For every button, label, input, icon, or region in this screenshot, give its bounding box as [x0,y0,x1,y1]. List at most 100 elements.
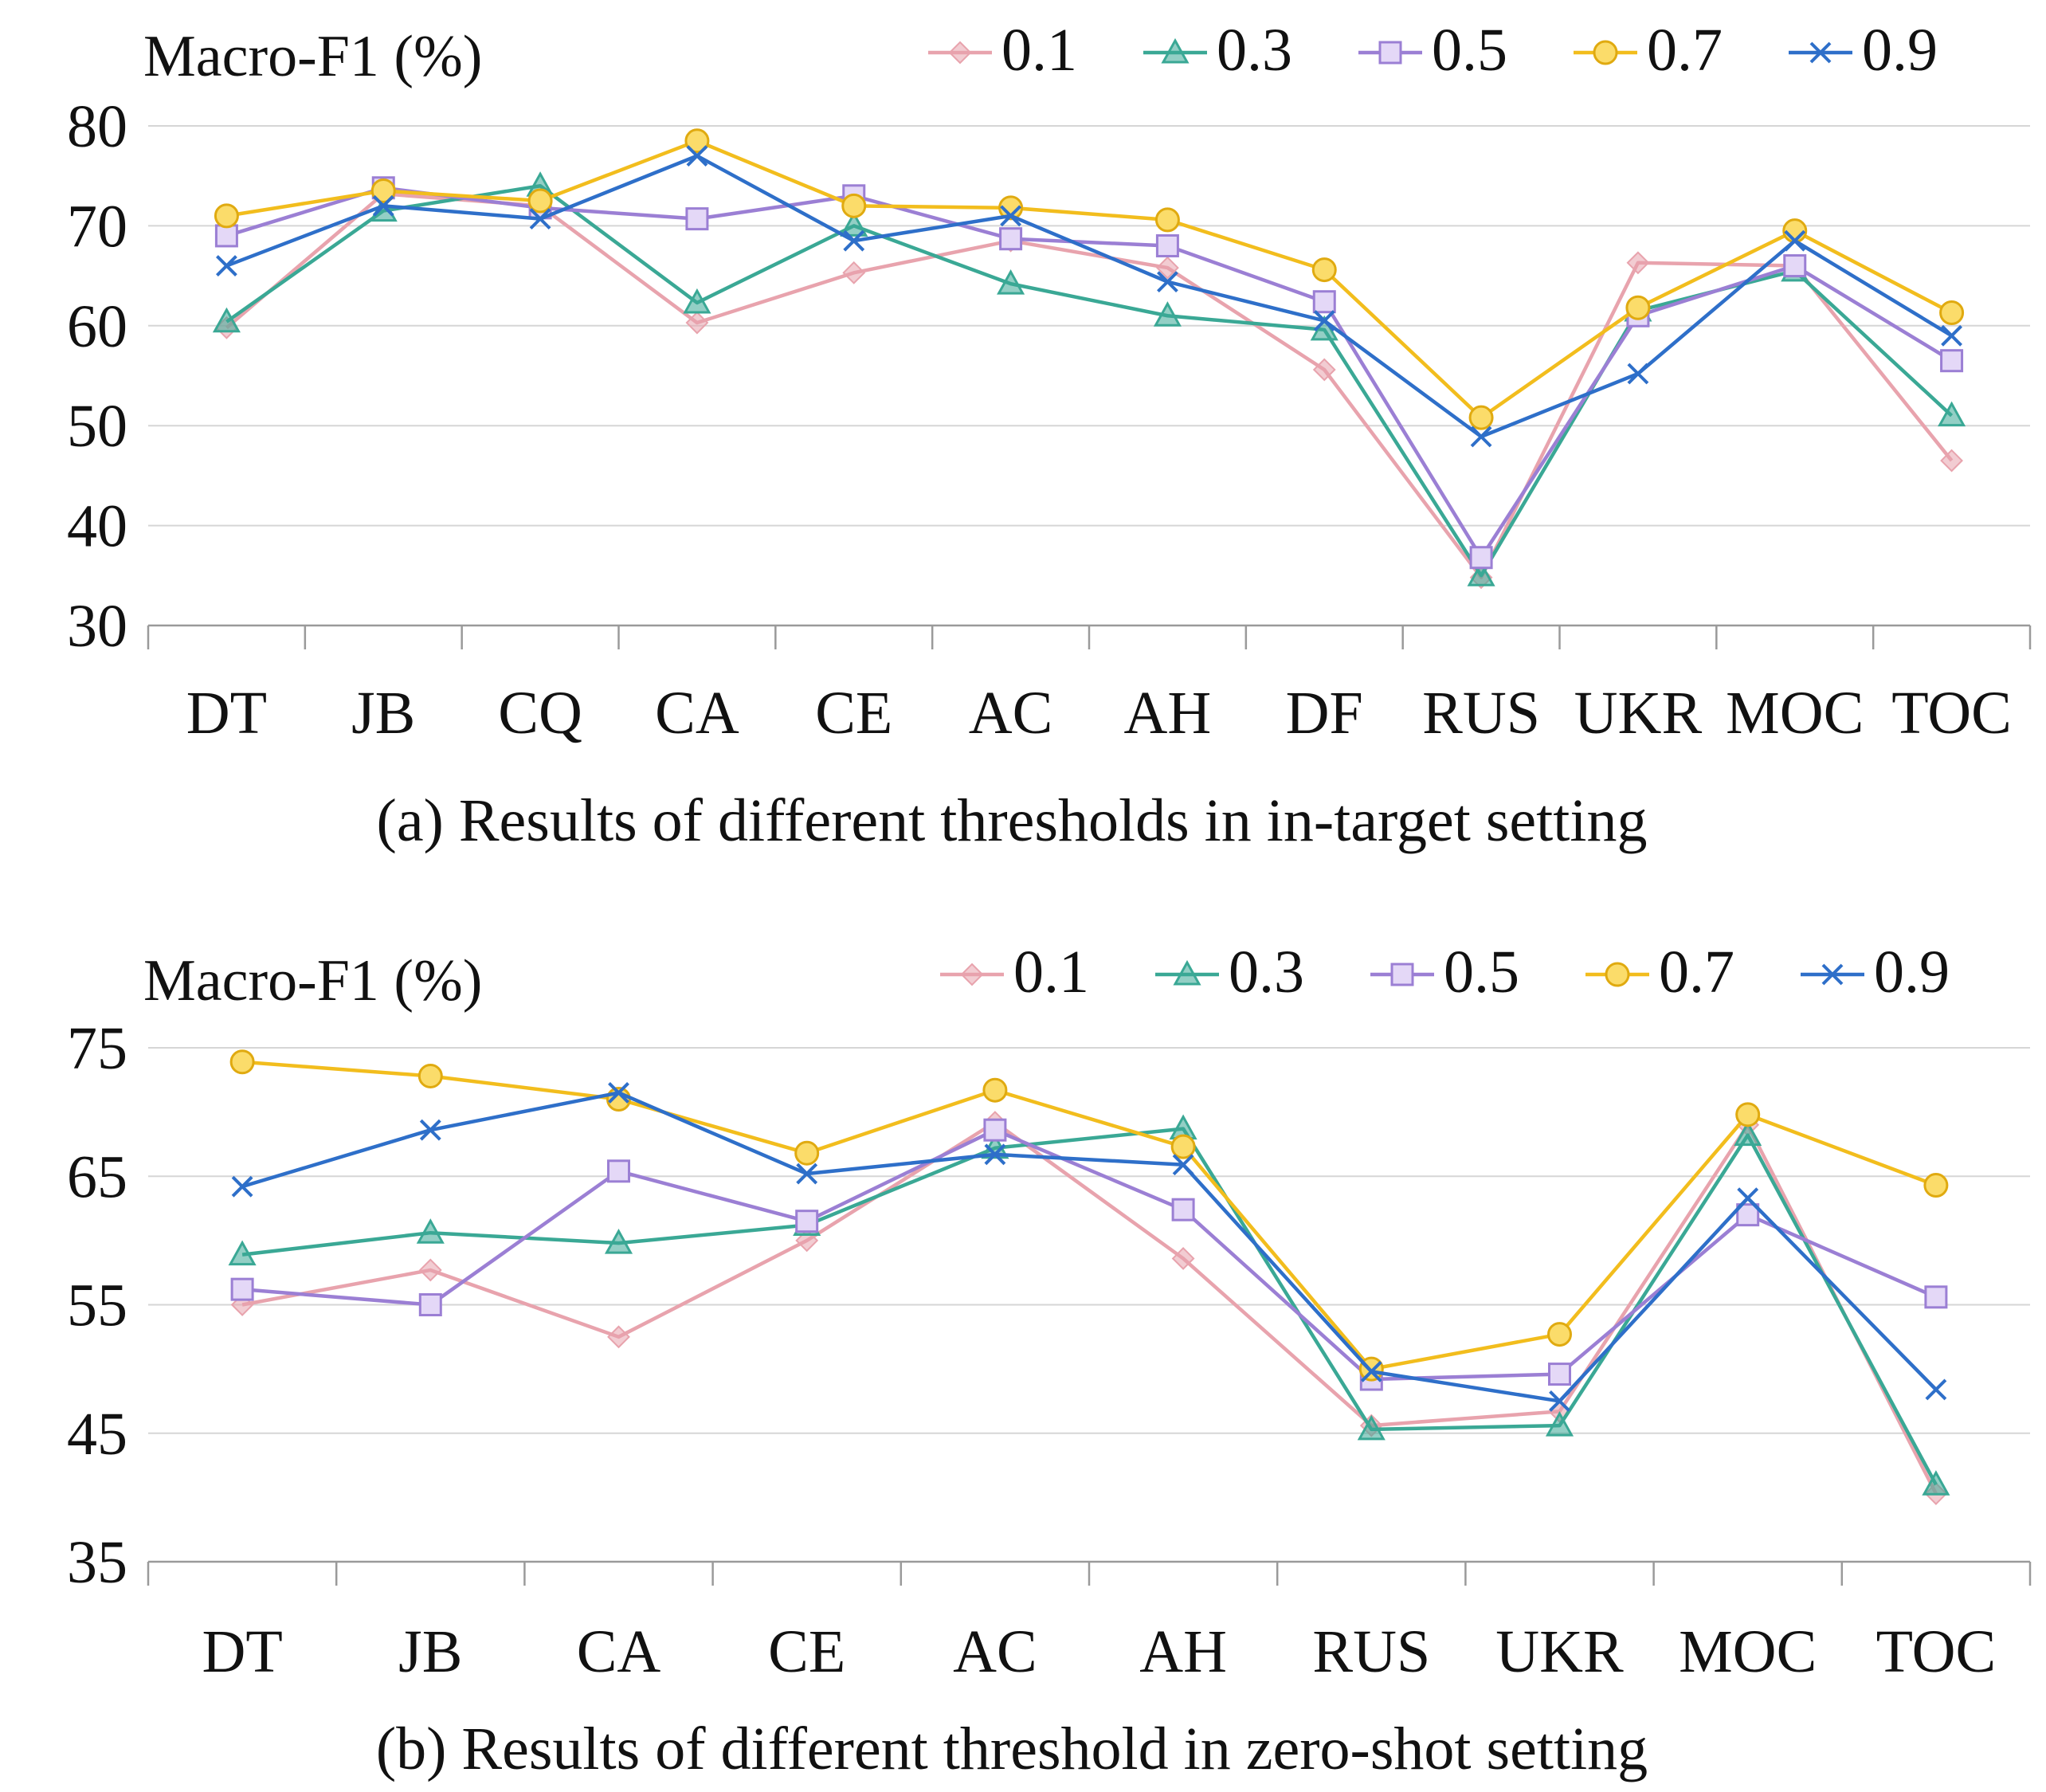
legend-marker [1173,959,1201,986]
y-tick-label: 80 [67,93,127,160]
data-point [608,1082,629,1104]
data-point [419,1119,441,1141]
legend: 0.1 0.3 0.5 0.7 0.9 [940,939,1950,1006]
y-axis-title: Macro-F1 (%) [143,948,482,1014]
data-point [683,288,711,314]
chart-title: (a) Results of different thresholds in i… [377,787,1648,854]
x-tick-label: CA [655,680,739,747]
data-point [1940,349,1964,373]
data-point [604,1229,633,1254]
data-point [1547,1322,1572,1347]
series-line [225,186,1953,559]
x-tick-label: AH [1139,1618,1227,1685]
data-point [1784,229,1806,252]
legend-entry: 0.5 [1358,17,1507,84]
gridlines [148,125,2030,527]
data-point [1000,205,1021,227]
legend-label: 0.1 [1013,939,1089,1006]
data-point [1170,1134,1196,1159]
data-point [418,1293,442,1316]
data-point [1360,1360,1382,1382]
legend-entry: 0.3 [1143,17,1292,84]
x-tick-label: CQ [498,680,582,747]
series-line [226,139,1953,420]
legend-entry: 0.7 [1574,17,1723,84]
data-point [684,128,710,154]
data-point [231,1175,253,1198]
legend-entry: 0.9 [1801,939,1950,1006]
data-point [1171,1247,1195,1270]
data-point [1468,405,1494,430]
data-point [997,269,1025,295]
series-line [241,1060,1937,1371]
series-0.9 [231,1082,1947,1412]
y-tick-label: 35 [67,1529,127,1596]
data-point [1734,1120,1762,1147]
data-point [1311,257,1337,283]
data-point [841,193,867,218]
legend-marker [1593,40,1618,65]
x-tick-label: CE [815,680,892,747]
data-point [1625,295,1651,320]
axes [147,1560,2032,1586]
data-point [212,307,241,333]
legend-label: 0.1 [1001,17,1077,84]
x-tick-label: RUS [1422,680,1540,747]
y-tick-label: 70 [67,193,127,260]
data-point [843,229,865,252]
y-tick-labels: 35 45 55 65 75 [67,1015,127,1596]
series-line [225,183,1954,578]
data-point [1157,271,1178,293]
data-point [1938,401,1966,427]
data-point [982,1077,1008,1103]
legend-label: 0.7 [1647,17,1723,84]
data-point [1923,1173,1949,1198]
x-tick-label: MOC [1726,680,1864,747]
data-point [1545,1410,1574,1437]
y-tick-label: 60 [67,293,127,360]
data-point [1627,363,1649,385]
data-point [1467,561,1495,586]
data-point [214,203,239,229]
data-point [1312,358,1336,382]
y-tick-label: 65 [67,1143,127,1210]
legend-marker [1378,41,1402,65]
x-tick-label: MOC [1679,1618,1817,1685]
series-line [241,1091,1938,1403]
legend-label: 0.3 [1229,939,1304,1006]
y-tick-label: 75 [67,1015,127,1082]
legend-entry: 0.9 [1789,17,1938,84]
data-point [607,1325,630,1349]
chart-zero-shot: Macro-F1 (%) 0.1 0.3 0.5 0.7 0.9 3545556575 … [67,939,2032,1782]
data-point [842,261,866,284]
legend-marker [960,963,984,986]
legend-entry: 0.1 [928,17,1077,84]
x-tick-label: AC [953,1618,1037,1685]
data-point [1469,546,1493,570]
data-point [529,208,551,230]
data-point [418,1258,442,1282]
data-point [416,1218,445,1244]
legend: 0.1 0.3 0.5 0.7 0.9 [928,17,1938,84]
y-tick-labels: 30 40 50 60 70 80 [67,93,127,660]
chart-title: (b) Results of different threshold in ze… [376,1716,1648,1782]
legend-label: 0.5 [1444,939,1519,1006]
legend-marker [1161,37,1190,64]
data-point [840,211,868,237]
data-point [607,1159,630,1183]
data-point [1313,310,1335,331]
data-point [1357,1414,1386,1441]
data-point [370,178,396,204]
series-0.7 [229,1049,1949,1382]
legend-marker [1605,962,1630,987]
x-tick-label: TOC [1891,680,2012,747]
data-point [214,224,238,248]
data-point [1924,1285,1948,1309]
y-tick-label: 55 [67,1272,127,1339]
data-point [1737,1187,1759,1210]
data-point [1172,1154,1194,1176]
data-point [1312,290,1336,314]
x-tick-label: DF [1286,680,1363,747]
data-point [1939,300,1965,325]
